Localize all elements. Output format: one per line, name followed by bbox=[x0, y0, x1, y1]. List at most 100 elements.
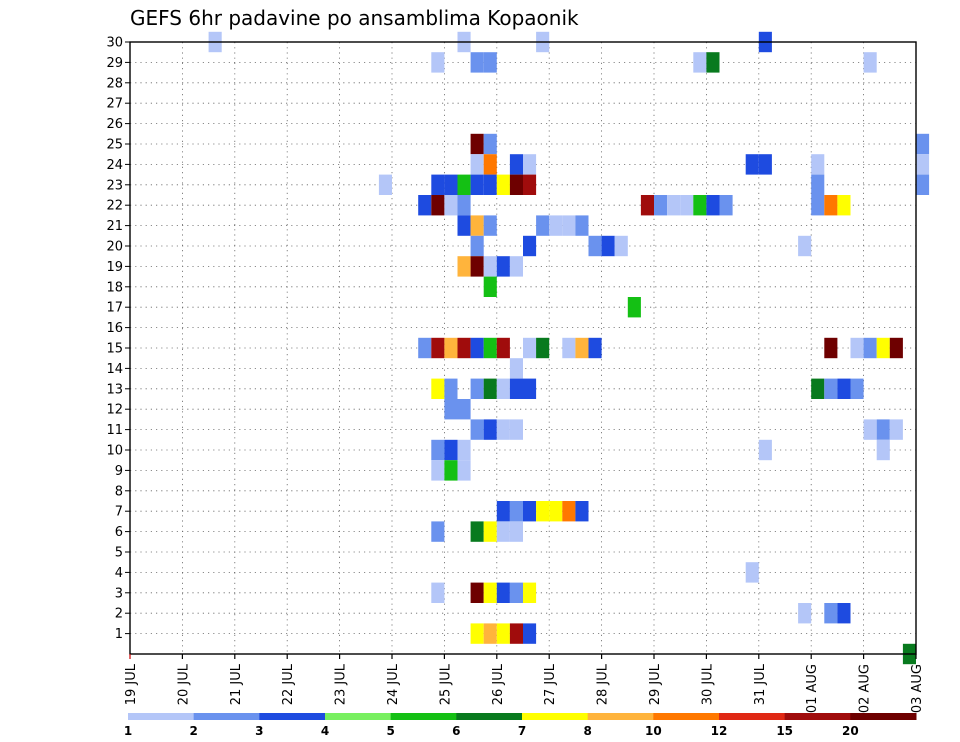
x-tick-label: 29 JUL bbox=[648, 663, 663, 705]
legend-swatch bbox=[390, 713, 457, 720]
heatmap-cell bbox=[496, 623, 510, 644]
heatmap-cell bbox=[536, 501, 550, 522]
heatmap-cell bbox=[798, 235, 812, 257]
heatmap-cell bbox=[509, 501, 523, 522]
heatmap-cell bbox=[483, 337, 497, 359]
heatmap-cell bbox=[483, 521, 497, 542]
heatmap-cell bbox=[457, 174, 471, 195]
heatmap-cell bbox=[509, 256, 523, 277]
heatmap-cell bbox=[509, 521, 523, 542]
heatmap-cell bbox=[850, 378, 864, 399]
heatmap-cell bbox=[837, 195, 851, 216]
heatmap-cell bbox=[444, 174, 458, 195]
heatmap-cell bbox=[431, 174, 445, 195]
y-tick-label: 6 bbox=[115, 525, 123, 540]
y-tick-label: 18 bbox=[106, 280, 123, 295]
y-tick-label: 25 bbox=[106, 138, 123, 153]
legend-label: 6 bbox=[452, 724, 460, 738]
y-tick-label: 22 bbox=[106, 199, 123, 214]
heatmap-cell bbox=[431, 52, 445, 73]
heatmap-cell bbox=[863, 337, 877, 359]
heatmap-cell bbox=[562, 337, 576, 359]
x-tick-label: 25 JUL bbox=[438, 663, 453, 705]
legend-swatch bbox=[456, 713, 523, 720]
heatmap-cell bbox=[601, 235, 615, 257]
x-tick-label: 27 JUL bbox=[543, 663, 558, 705]
heatmap-cell bbox=[758, 439, 772, 461]
y-tick-label: 8 bbox=[115, 484, 123, 499]
y-tick-label: 30 bbox=[106, 36, 123, 51]
y-tick-label: 19 bbox=[106, 260, 123, 275]
y-tick-label: 29 bbox=[106, 56, 123, 71]
legend-label: 15 bbox=[776, 724, 793, 738]
heatmap-cell bbox=[444, 399, 458, 420]
heatmap-cell bbox=[549, 501, 563, 522]
y-tick-label: 12 bbox=[106, 403, 123, 418]
heatmap-cell bbox=[588, 337, 602, 359]
y-tick-label: 10 bbox=[106, 444, 123, 459]
heatmap-cell bbox=[496, 582, 510, 603]
heatmap-cells bbox=[208, 31, 930, 665]
heatmap-cell bbox=[444, 378, 458, 399]
x-tick-label: 28 JUL bbox=[596, 663, 611, 705]
heatmap-cell bbox=[483, 133, 497, 155]
heatmap-cell bbox=[916, 154, 930, 175]
heatmap-cell bbox=[431, 195, 445, 216]
heatmap-cell bbox=[863, 419, 877, 440]
x-tick-labels: 19 JUL 20 JUL 21 JUL 22 JUL 23 JUL 24 JUL 25 J… bbox=[124, 654, 925, 713]
x-tick-label: 03 AUG bbox=[910, 664, 925, 713]
x-tick-label: 23 JUL bbox=[334, 663, 349, 705]
heatmap-cell bbox=[470, 174, 484, 195]
heatmap-cell bbox=[523, 337, 537, 359]
heatmap-cell bbox=[523, 174, 537, 195]
x-tick-label: 01 AUG bbox=[805, 664, 820, 713]
heatmap-cell bbox=[431, 582, 445, 603]
y-tick-label: 27 bbox=[106, 97, 123, 112]
heatmap-cell bbox=[588, 235, 602, 257]
y-tick-label: 15 bbox=[106, 342, 123, 357]
y-tick-label: 28 bbox=[106, 76, 123, 91]
color-legend: 1 2 3 4 5 6 7 8 10 12 15 20 bbox=[124, 713, 917, 738]
heatmap-cell bbox=[457, 256, 471, 277]
y-tick-labels: 1234567891011121314151617181920212223242… bbox=[106, 36, 130, 642]
heatmap-cell bbox=[745, 562, 759, 583]
heatmap-cell bbox=[418, 337, 432, 359]
y-tick-label: 9 bbox=[115, 464, 123, 479]
legend-swatch bbox=[784, 713, 851, 720]
heatmap-cell bbox=[916, 174, 930, 195]
legend-swatch bbox=[259, 713, 326, 720]
heatmap-cell bbox=[470, 52, 484, 73]
heatmap-cell bbox=[680, 195, 694, 216]
heatmap-cell bbox=[614, 235, 628, 257]
x-tick-label: 21 JUL bbox=[229, 663, 244, 705]
heatmap-cell bbox=[470, 154, 484, 175]
heatmap-cell bbox=[693, 195, 707, 216]
heatmap-cell bbox=[470, 337, 484, 359]
heatmap-cell bbox=[575, 501, 589, 522]
y-tick-label: 16 bbox=[106, 321, 123, 336]
heatmap-cell bbox=[667, 195, 681, 216]
heatmap-cell bbox=[562, 215, 576, 236]
heatmap-cell bbox=[575, 337, 589, 359]
legend-label: 10 bbox=[645, 724, 662, 738]
heatmap-cell bbox=[745, 154, 759, 175]
heatmap-cell bbox=[575, 215, 589, 236]
heatmap-cell bbox=[431, 337, 445, 359]
heatmap-cell bbox=[483, 154, 497, 175]
y-tick-label: 3 bbox=[115, 586, 123, 601]
y-tick-label: 20 bbox=[106, 240, 123, 255]
heatmap-cell bbox=[549, 215, 563, 236]
heatmap-cell bbox=[523, 378, 537, 399]
y-tick-label: 7 bbox=[115, 505, 123, 520]
heatmap-cell bbox=[837, 603, 851, 624]
heatmap-cell bbox=[483, 174, 497, 195]
heatmap-cell bbox=[444, 195, 458, 216]
heatmap-cell bbox=[876, 419, 890, 440]
legend-swatch bbox=[128, 713, 195, 720]
heatmap-cell bbox=[719, 195, 733, 216]
heatmap-cell bbox=[837, 378, 851, 399]
legend-swatch bbox=[587, 713, 654, 720]
heatmap-cell bbox=[706, 195, 720, 216]
heatmap-cell bbox=[509, 419, 523, 440]
